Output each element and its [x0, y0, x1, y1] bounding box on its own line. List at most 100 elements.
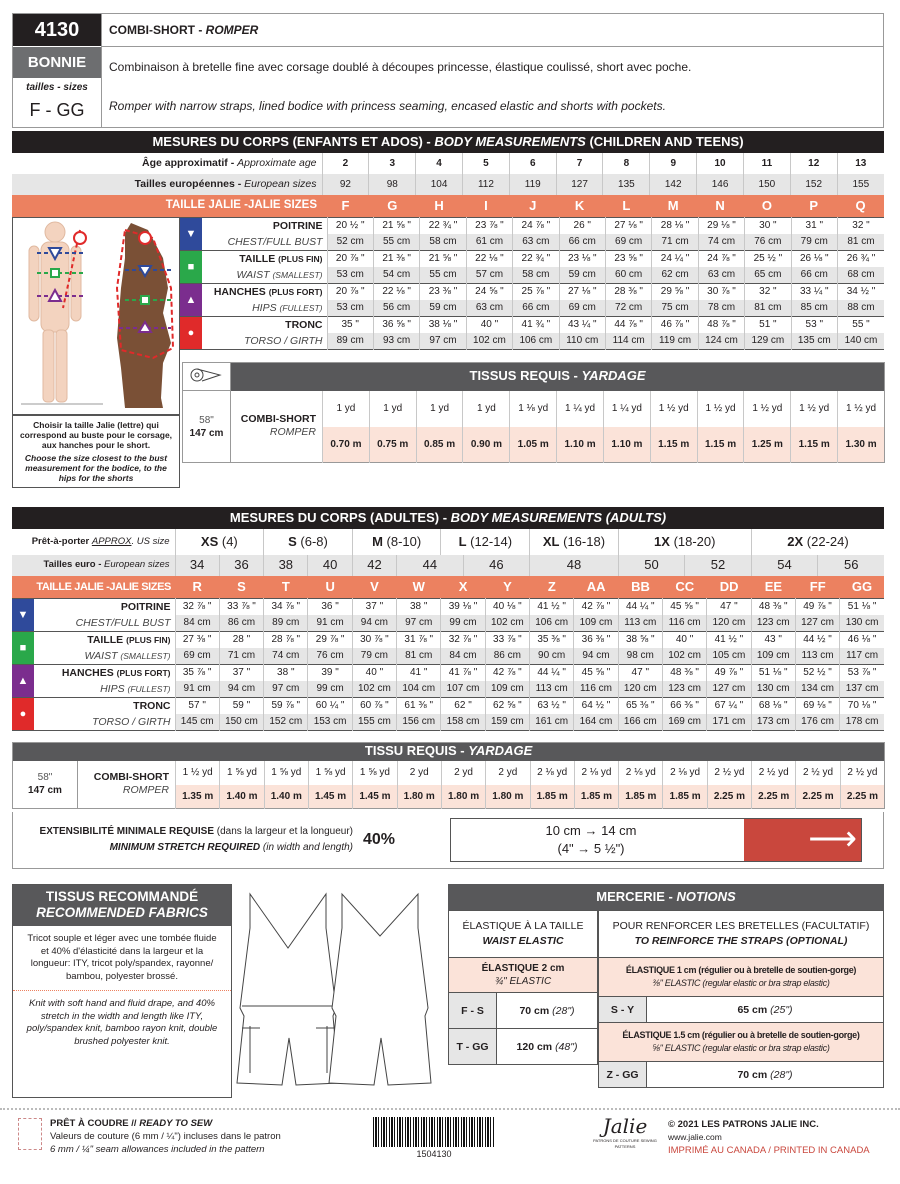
label-en: Approximate age [237, 157, 317, 170]
inch-value: 23 ⅛ " [558, 250, 606, 267]
yardage-yd: 1 ½ yd [174, 760, 220, 785]
cm-value: 78 cm [697, 300, 745, 317]
inch-value: 43 " [750, 631, 796, 648]
inch-value: 25 ⅞ " [512, 283, 560, 300]
us-size-range: (18-20) [669, 533, 716, 549]
inch-value: 24 ⅞ " [697, 250, 745, 267]
cm-value: 97 cm [263, 681, 308, 698]
printed-in: IMPRIMÉ AU CANADA / PRINTED IN CANADA [668, 1145, 870, 1156]
cm-value: 150 cm [218, 714, 264, 731]
cm-value: 88 cm [836, 300, 884, 317]
us-size-code: M [372, 533, 383, 549]
euro-size-value: 98 [368, 174, 416, 195]
waist-elastic: ÉLASTIQUE À LA TAILLE WAIST ELASTIC ÉLAST… [448, 910, 598, 1065]
garment-label: COMBI-SHORT ROMPER [78, 761, 176, 809]
yardage-m: 1.10 m [556, 426, 604, 463]
yardage-yd: 2 ⅛ yd [529, 760, 575, 785]
length-in: (28") [770, 1069, 793, 1081]
cm-value: 59 cm [419, 300, 467, 317]
romper-front-drawing [236, 892, 340, 1086]
inch-value: 49 ⅞ " [706, 664, 752, 681]
strap-elastic-row: Z - GG 70 cm (28") [599, 1061, 883, 1087]
cm-value: 116 cm [661, 615, 707, 632]
jalie-size-label: TAILLE JALIE -JALIE SIZES [12, 576, 175, 598]
measurement-label-fr: TRONC [34, 698, 175, 715]
euro-size-value: 40 [307, 555, 353, 576]
size-table: Prêt-à-porter APPROX. US size XS (4) S (6-… [12, 529, 885, 598]
euro-size-value: 52 [684, 555, 752, 576]
cm-value: 123 cm [661, 681, 707, 698]
inch-value: 30 " [744, 217, 792, 234]
cm-value: 76 cm [744, 234, 792, 251]
inch-value: 36 ⅝ " [372, 316, 420, 333]
cm-value: 72 cm [604, 300, 652, 317]
cm-value: 152 cm [263, 714, 308, 731]
length-in: (25") [770, 1004, 793, 1016]
label-main: TRONC [133, 699, 171, 712]
torso-marker-icon [73, 231, 87, 245]
square-icon: ■ [180, 250, 202, 284]
stretch-label: EXTENSIBILITÉ MINIMALE REQUISE (dans la … [40, 824, 353, 856]
cm-value: 176 cm [794, 714, 840, 731]
inch-value: 38 ⅝ " [617, 631, 663, 648]
yardage-m: 0.90 m [462, 426, 510, 463]
cm-value: 134 cm [794, 681, 840, 698]
website-link[interactable]: www.jalie.com [668, 1132, 722, 1142]
inch-value: 47 " [706, 598, 752, 615]
cm-value: 171 cm [706, 714, 752, 731]
inch-value: 44 ⅞ " [604, 316, 652, 333]
cm-value: 113 cm [794, 648, 840, 665]
cm-value: 161 cm [528, 714, 574, 731]
yardage-m: 1.85 m [618, 784, 663, 809]
divider [101, 46, 883, 47]
cm-value: 62 cm [651, 267, 699, 284]
label-fr: Tailles euro - [43, 559, 105, 571]
jalie-size: H [415, 195, 463, 217]
children-measurements-title: MESURES DU CORPS (ENFANTS ET ADOS) - BOD… [12, 131, 884, 153]
yardage-yd: 2 yd [396, 760, 442, 785]
footer-divider [0, 1108, 900, 1110]
stretch-label-en: MINIMUM STRETCH REQUIRED [109, 842, 261, 853]
jalie-size: F [322, 195, 369, 217]
triangle-down-icon: ▼ [180, 217, 202, 251]
circle-icon: ● [12, 697, 34, 731]
inch-value: 52 ½ " [794, 664, 840, 681]
yardage-m: 1.45 m [307, 784, 353, 809]
cm-value: 58 cm [512, 267, 560, 284]
cm-value: 153 cm [307, 714, 353, 731]
label-sub: (FULLEST) [127, 683, 171, 694]
label-sub: (PLUS FIN) [278, 253, 323, 264]
cm-value: 71 cm [651, 234, 699, 251]
jalie-size-row: TAILLE JALIE -JALIE SIZES F G H I J K L M N O P Q [12, 195, 884, 217]
euro-size-value: 48 [529, 555, 619, 576]
waist-elastic-spec: ÉLASTIQUE 2 cm ¾" ELASTIC [449, 958, 597, 992]
yardage-m: 0.85 m [415, 426, 463, 463]
description-en: Romper with narrow straps, lined bodice … [109, 99, 666, 113]
yardage-yd: 2 ½ yd [751, 760, 796, 785]
inch-value: 29 ⅝ " [651, 283, 699, 300]
euro-size-value: 54 [750, 555, 818, 576]
yardage-yd: 1 yd [415, 390, 463, 427]
measurement-label-en: CHEST/FULL BUST [34, 615, 175, 632]
cm-value: 127 cm [794, 615, 840, 632]
inch-value: 34 ⅞ " [263, 598, 308, 615]
cm-value: 56 cm [372, 300, 420, 317]
yardage-m: 1.45 m [352, 784, 398, 809]
spec-fr: ÉLASTIQUE 1 cm (régulier ou à bretelle d… [625, 965, 857, 975]
cm-value: 104 cm [396, 681, 441, 698]
yardage-title-fr: TISSU REQUIS - [364, 743, 469, 759]
yardage-yd: 1 ½ yd [790, 390, 838, 427]
euro-size-value: 42 [351, 555, 397, 576]
inch-value: 28 " [218, 631, 264, 648]
body-figures [12, 217, 180, 415]
triangle-up-icon: ▲ [12, 664, 34, 698]
measurement-row-inches: ■ TAILLE (PLUS FIN) 20 ⅞ " 21 ⅜ " 21 ⅝ " 22 ⅛… [180, 250, 884, 284]
jalie-size: EE [751, 576, 796, 598]
measurement-label-en: WAIST (SMALLEST) [202, 267, 327, 284]
us-size-code: 2X [787, 533, 804, 549]
euro-size-value: 112 [462, 174, 510, 195]
inch-value: 32 " [744, 283, 792, 300]
label-b: APPROX [91, 535, 132, 547]
yardage-title-fr: TISSUS REQUIS - [469, 368, 582, 384]
yardage-m: 1.80 m [396, 784, 442, 809]
